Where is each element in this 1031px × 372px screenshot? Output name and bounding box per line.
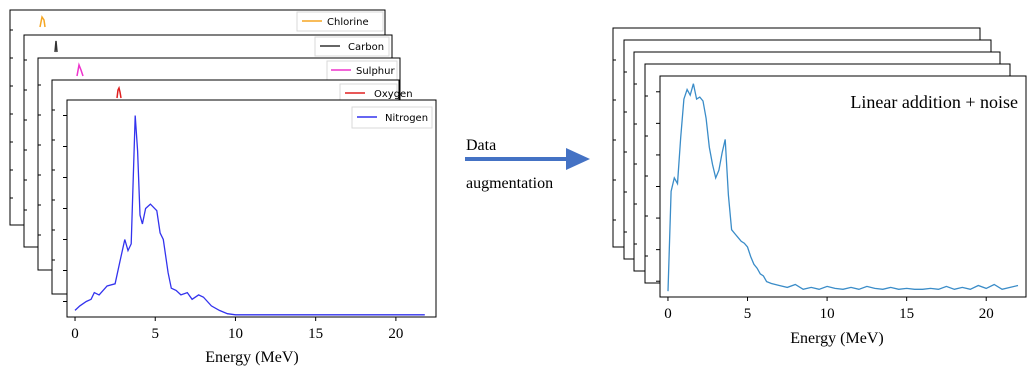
legend-carbon: Carbon [314, 36, 390, 57]
nitrogen-x-axis-label: Energy (MeV) [205, 349, 298, 366]
legend-label-chlorine: Chlorine [327, 17, 369, 28]
data-augmentation-arrow: Data augmentation [465, 137, 590, 192]
legend-chlorine: Chlorine [296, 11, 384, 32]
x-tick-label: 10 [820, 306, 835, 322]
legend-label-nitrogen: Nitrogen [385, 113, 428, 124]
x-tick-label: 5 [744, 306, 752, 322]
augmented-plot: 0 5 10 15 20 Linear addition + noise Energy … [656, 75, 1027, 347]
nitrogen-series-line [74, 115, 425, 316]
x-tick-label: 20 [979, 306, 994, 322]
legend-sulphur: Sulphur [326, 60, 398, 81]
nitrogen-y-ticks [63, 115, 67, 302]
augmented-plot-frame [659, 75, 1027, 298]
augmented-y-ticks [656, 91, 660, 282]
legend-nitrogen: Nitrogen [351, 106, 433, 129]
augmented-annotation: Linear addition + noise [850, 92, 1018, 112]
augmented-x-ticks: 0 5 10 15 20 [664, 297, 994, 322]
carbon-peak-fragment [54, 40, 58, 53]
x-tick-label: 5 [151, 326, 159, 342]
arrow-label-line2: augmentation [466, 175, 553, 192]
legend-label-sulphur: Sulphur [356, 66, 395, 77]
chlorine-peak-fragment [39, 15, 46, 28]
nitrogen-x-ticks: 0 5 10 15 20 [71, 317, 403, 342]
x-tick-label: 20 [388, 326, 403, 342]
legend-label-carbon: Carbon [348, 42, 384, 53]
nitrogen-plot: 0 5 10 15 20 Nitrogen Energy (MeV) [63, 99, 437, 366]
legend-oxygen: Oxygen [339, 83, 413, 104]
legend-label-oxygen: Oxygen [374, 89, 413, 100]
x-tick-label: 10 [228, 326, 243, 342]
x-tick-label: 0 [664, 306, 672, 322]
x-tick-label: 15 [899, 306, 914, 322]
x-tick-label: 0 [71, 326, 79, 342]
augmented-series-line [667, 83, 1019, 292]
arrow-label-line1: Data [466, 137, 496, 154]
arrow-head [566, 148, 590, 170]
nitrogen-plot-frame [66, 99, 437, 318]
oxygen-peak-fragment [116, 85, 122, 99]
x-tick-label: 15 [308, 326, 323, 342]
sulphur-peak-fragment [76, 62, 84, 77]
augmented-x-axis-label: Energy (MeV) [790, 330, 883, 347]
